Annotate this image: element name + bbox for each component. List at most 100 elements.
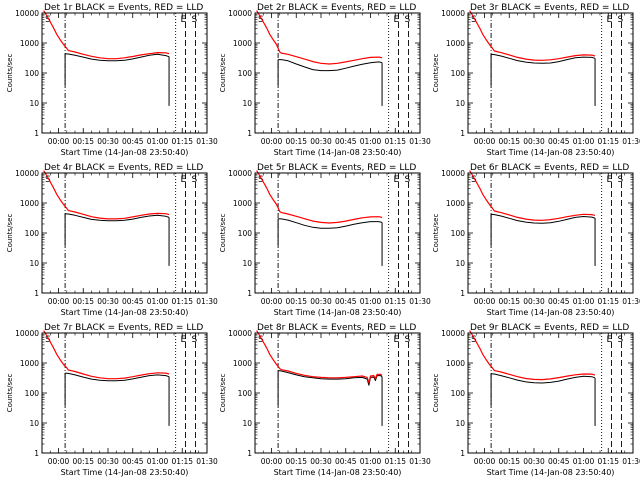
y-tick-label: 1 [34, 449, 39, 458]
y-tick-label: 10000 [15, 9, 39, 18]
y-tick-label: 10 [455, 419, 465, 428]
panel-det-4: Det 4r BLACK = Events, RED = LLD Counts/s… [6, 163, 218, 317]
y-tick-label: 100 [25, 389, 40, 398]
x-tick-label: 01:30 [409, 297, 431, 306]
x-tick-label: 01:30 [622, 457, 640, 466]
x-tick-label: 01:30 [409, 457, 431, 466]
y-tick-label: 100 [238, 229, 253, 238]
y-tick-label: 100 [238, 69, 253, 78]
panel-title: Det 7r BLACK = Events, RED = LLD [44, 323, 203, 333]
y-axis-label: Counts/sec [6, 214, 14, 253]
plot-frame [254, 332, 421, 454]
y-axis-label: Counts/sec [219, 214, 227, 253]
y-tick-label: 100 [25, 69, 40, 78]
x-tick-label: 00:45 [335, 137, 357, 146]
y-tick-label: 1 [460, 129, 465, 138]
flag-label: E [394, 335, 400, 345]
y-axis-label: Counts/sec [432, 214, 440, 253]
y-tick-label: 1000 [446, 199, 465, 208]
plot-frame [467, 12, 634, 134]
x-tick-label: 00:15 [285, 297, 307, 306]
x-axis-label: Start Time (14-Jan-08 23:50:40) [487, 468, 615, 477]
x-tick-label: 01:30 [622, 297, 640, 306]
x-tick-label: 00:30 [523, 137, 545, 146]
x-tick-label: 01:00 [360, 457, 382, 466]
panel-det-6: Det 6r BLACK = Events, RED = LLD Counts/s… [432, 163, 640, 317]
panel-title: Det 9r BLACK = Events, RED = LLD [470, 323, 629, 333]
events-series-line [278, 218, 383, 229]
panel-det-3: Det 3r BLACK = Events, RED = LLD Counts/s… [432, 3, 640, 157]
panel-det-9: Det 9r BLACK = Events, RED = LLD Counts/s… [432, 323, 640, 477]
x-axis-label: Start Time (14-Jan-08 23:50:40) [61, 468, 189, 477]
y-tick-label: 1 [34, 289, 39, 298]
x-tick-label: 00:45 [122, 137, 144, 146]
plot-frame [254, 12, 421, 134]
panel-title: Det 2r BLACK = Events, RED = LLD [257, 3, 416, 13]
y-tick-label: 1000 [446, 359, 465, 368]
events-series-line [491, 373, 596, 384]
flag-label: E [607, 175, 613, 185]
y-tick-label: 1000 [20, 39, 39, 48]
y-tick-label: 10000 [228, 9, 252, 18]
x-axis-label: Start Time (14-Jan-08 23:50:40) [274, 468, 402, 477]
x-tick-label: 00:45 [548, 297, 570, 306]
x-tick-label: 01:00 [147, 137, 169, 146]
flag-label: S [45, 335, 51, 345]
y-tick-label: 100 [451, 229, 466, 238]
y-tick-label: 10 [242, 419, 252, 428]
y-axis-label: Counts/sec [6, 374, 14, 413]
y-tick-label: 1 [247, 129, 252, 138]
x-tick-label: 01:00 [360, 297, 382, 306]
flag-label: S [617, 15, 623, 25]
x-tick-label: 00:30 [310, 137, 332, 146]
y-tick-label: 1000 [233, 39, 252, 48]
y-tick-label: 10 [29, 99, 39, 108]
x-tick-label: 00:00 [261, 297, 283, 306]
x-tick-label: 00:15 [498, 137, 520, 146]
x-axis-label: Start Time (14-Jan-08 23:50:40) [61, 148, 189, 157]
x-tick-label: 01:15 [597, 297, 619, 306]
y-tick-label: 10000 [228, 169, 252, 178]
x-tick-label: 00:15 [72, 297, 94, 306]
y-tick-label: 1000 [20, 199, 39, 208]
y-tick-label: 10000 [441, 169, 465, 178]
x-axis-label: Start Time (14-Jan-08 23:50:40) [487, 148, 615, 157]
y-tick-label: 1 [247, 289, 252, 298]
panel-title: Det 3r BLACK = Events, RED = LLD [470, 3, 629, 13]
flag-label: S [471, 15, 477, 25]
x-tick-label: 00:00 [48, 297, 70, 306]
x-tick-label: 01:15 [171, 457, 193, 466]
y-tick-label: 1 [247, 449, 252, 458]
flag-label: S [45, 175, 51, 185]
x-tick-label: 00:00 [474, 297, 496, 306]
flag-label: S [404, 15, 410, 25]
x-tick-label: 01:30 [196, 137, 218, 146]
y-tick-label: 10 [242, 99, 252, 108]
x-tick-label: 01:30 [622, 137, 640, 146]
x-tick-label: 00:15 [285, 457, 307, 466]
flag-label: S [404, 335, 410, 345]
flag-label: E [394, 175, 400, 185]
events-series-line [278, 370, 383, 386]
x-axis-label: Start Time (14-Jan-08 23:50:40) [61, 308, 189, 317]
lld-series-line [469, 10, 596, 61]
flag-label: E [181, 335, 187, 345]
x-tick-label: 00:00 [48, 137, 70, 146]
flag-label: S [471, 335, 477, 345]
y-axis-label: Counts/sec [219, 54, 227, 93]
y-tick-label: 100 [25, 229, 40, 238]
x-tick-label: 00:00 [474, 137, 496, 146]
y-tick-label: 1000 [20, 359, 39, 368]
lld-series-line [256, 10, 383, 65]
x-tick-label: 01:15 [384, 137, 406, 146]
events-series-line [278, 59, 383, 72]
x-axis-label: Start Time (14-Jan-08 23:50:40) [274, 308, 402, 317]
flag-label: S [258, 15, 264, 25]
y-tick-label: 10 [455, 259, 465, 268]
y-axis-label: Counts/sec [6, 54, 14, 93]
y-tick-label: 1000 [233, 199, 252, 208]
y-tick-label: 100 [451, 389, 466, 398]
x-tick-label: 00:00 [474, 457, 496, 466]
x-tick-label: 01:00 [147, 457, 169, 466]
